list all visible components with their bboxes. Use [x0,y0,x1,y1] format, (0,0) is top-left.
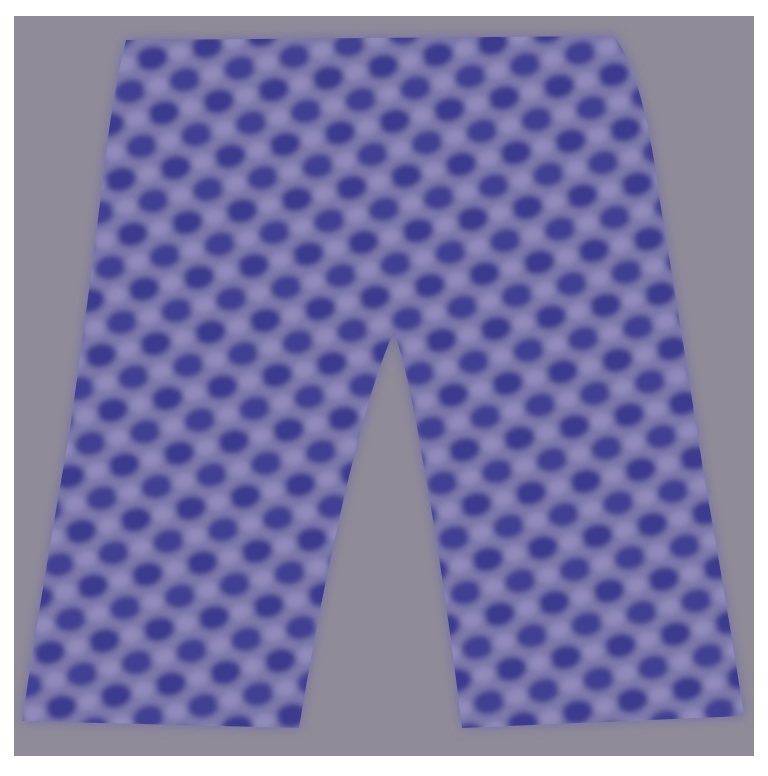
trousers-image [22,36,744,728]
image-frame [14,16,754,756]
